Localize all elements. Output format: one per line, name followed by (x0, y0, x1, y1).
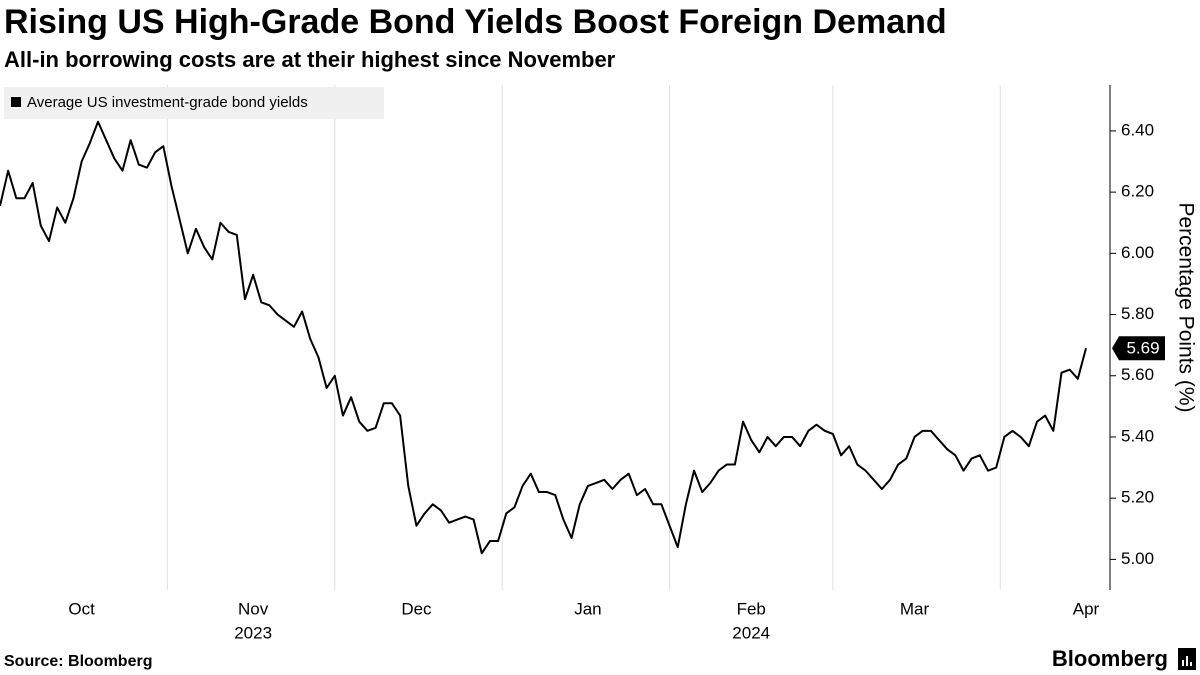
brand-icon (1178, 648, 1196, 670)
x-tick-label: Mar (900, 599, 930, 618)
x-tick-label: Jan (574, 599, 601, 618)
y-tick-label: 5.60 (1121, 365, 1154, 384)
y-tick-label: 6.00 (1121, 243, 1154, 262)
x-tick-label: Oct (68, 599, 95, 618)
y-tick-label: 5.20 (1121, 488, 1154, 507)
x-year-label: 2024 (732, 623, 770, 642)
y-tick-label: 6.40 (1121, 120, 1154, 139)
x-tick-label: Feb (737, 599, 766, 618)
y-axis-label: Percentage Points (%) (1174, 202, 1197, 412)
y-tick-label: 5.00 (1121, 549, 1154, 568)
x-tick-label: Nov (238, 599, 269, 618)
data-line (0, 120, 1087, 555)
x-tick-label: Dec (401, 599, 432, 618)
y-tick-label: 5.80 (1121, 304, 1154, 323)
y-tick-label: 5.40 (1121, 426, 1154, 445)
chart-subtitle: All-in borrowing costs are at their high… (4, 47, 616, 72)
brand: Bloomberg (1052, 646, 1168, 671)
last-value-label: 5.69 (1126, 339, 1159, 358)
chart-title: Rising US High-Grade Bond Yields Boost F… (4, 3, 947, 41)
legend-box (4, 87, 384, 119)
x-year-label: 2023 (234, 623, 272, 642)
y-tick-label: 6.20 (1121, 182, 1154, 201)
legend-label: Average US investment-grade bond yields (27, 94, 308, 111)
last-value-box (1112, 336, 1165, 361)
legend-swatch (11, 97, 21, 107)
x-tick-label: Apr (1073, 599, 1100, 618)
source: Source: Bloomberg (4, 653, 152, 670)
